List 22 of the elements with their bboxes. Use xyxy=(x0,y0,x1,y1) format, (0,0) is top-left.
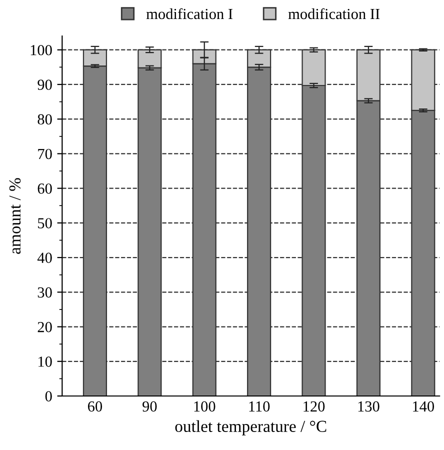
y-tick-label: 80 xyxy=(38,114,52,125)
x-tick-label: 100 xyxy=(194,401,216,412)
x-tick-label: 120 xyxy=(304,401,325,412)
y-tick-label: 0 xyxy=(45,391,52,402)
y-tick-label: 10 xyxy=(38,356,52,367)
x-tick-label: 60 xyxy=(88,401,102,412)
y-tick-label: 70 xyxy=(38,148,52,160)
legend-label: modification II xyxy=(288,8,380,20)
y-axis-title: amount / % xyxy=(9,178,21,254)
x-tick-label: 130 xyxy=(358,401,380,412)
y-tick-label: 50 xyxy=(38,218,52,228)
x-tick-label: 90 xyxy=(142,401,157,412)
x-tick-label: 140 xyxy=(413,401,434,412)
x-axis-title: outlet temperature / °C xyxy=(175,420,326,436)
y-tick-label: 20 xyxy=(38,322,52,332)
y-tick-label: 60 xyxy=(38,183,52,194)
x-tick-label: 110 xyxy=(249,401,270,412)
y-tick-label: 90 xyxy=(38,80,52,90)
legend-label: modification I xyxy=(146,8,232,20)
y-tick-label: 40 xyxy=(37,252,52,263)
y-tick-label: 100 xyxy=(30,44,52,56)
y-tick-label: 30 xyxy=(38,287,52,298)
